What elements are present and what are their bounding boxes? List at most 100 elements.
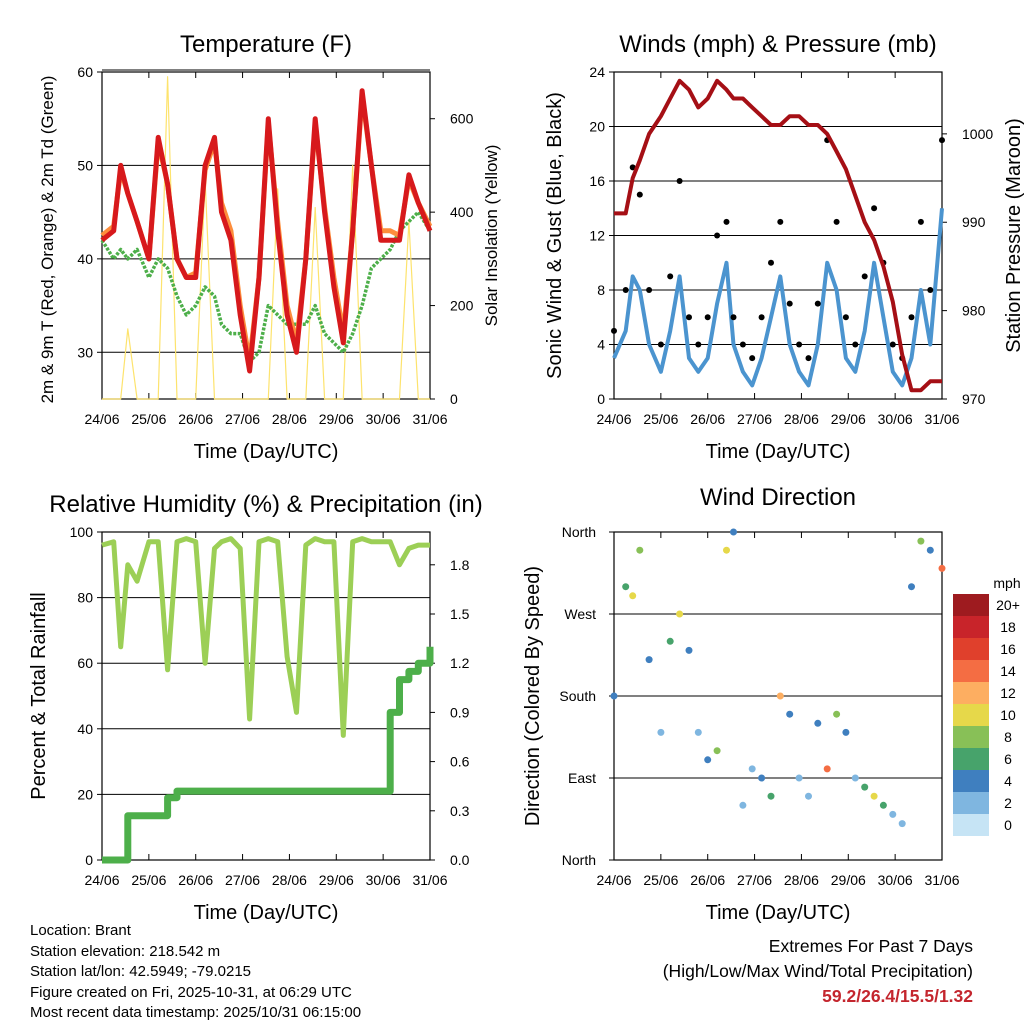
- station-latlon: Station lat/lon: 42.5949; -79.0215: [30, 963, 252, 980]
- temperature-xlabel: Time (Day/UTC): [194, 441, 339, 463]
- extremes-heading: Extremes For Past 7 Days: [768, 936, 973, 956]
- winds-xtick-label: 28/06: [784, 411, 819, 427]
- humidity-ytick-label: 0: [85, 852, 93, 868]
- direction-point: [622, 583, 630, 591]
- direction-point: [879, 801, 887, 809]
- direction-legend-swatch: [953, 726, 989, 748]
- humidity-y2tick-label: 1.2: [450, 655, 470, 671]
- temperature-series-2m-td: [100, 210, 432, 364]
- direction-point: [767, 792, 775, 800]
- direction-point: [833, 710, 841, 718]
- temperature-xtick-label: 27/06: [225, 411, 260, 427]
- winds-ytick-label: 20: [589, 119, 605, 135]
- temperature-y2tick-label: 0: [450, 391, 458, 407]
- winds-gust-point: [622, 287, 629, 293]
- winds-gust-point: [739, 341, 746, 348]
- extremes-values: 59.2/26.4/15.5/1.32: [822, 986, 973, 1006]
- direction-point: [870, 792, 878, 800]
- temperature-title: Temperature (F): [180, 31, 352, 58]
- temperature-y2tick-label: 400: [450, 204, 474, 220]
- direction-legend-swatch: [953, 748, 989, 770]
- humidity-title: Relative Humidity (%) & Precipitation (i…: [49, 491, 482, 518]
- temperature-series-2m-t: [100, 88, 433, 374]
- winds-gust-point: [636, 191, 643, 198]
- direction-legend-swatch: [953, 616, 989, 638]
- direction-ytick-label: East: [568, 770, 596, 786]
- winds-gust-point: [786, 300, 793, 307]
- winds-xtick-label: 25/06: [643, 411, 678, 427]
- humidity-ytick-label: 80: [77, 590, 93, 606]
- winds-series-station-pressure: [614, 78, 942, 393]
- direction-xtick-label: 29/06: [831, 872, 866, 888]
- winds-xtick-label: 30/06: [878, 411, 913, 427]
- direction-point: [610, 692, 618, 700]
- data-timestamp: Most recent data timestamp: 2025/10/31 0…: [30, 1004, 362, 1021]
- winds-gust-point: [730, 314, 737, 321]
- direction-legend-swatch: [953, 770, 989, 792]
- direction-point: [795, 774, 803, 782]
- direction-point: [908, 583, 915, 591]
- temperature-xtick-label: 31/06: [412, 411, 447, 427]
- direction-point: [758, 774, 766, 782]
- winds-y2tick-label: 970: [962, 391, 986, 407]
- temperature-xtick-label: 29/06: [319, 411, 354, 427]
- winds-ytick-label: 16: [589, 173, 605, 189]
- direction-title: Wind Direction: [700, 484, 856, 511]
- temperature-ylabel: 2m & 9m T (Red, Orange) & 2m Td (Green): [38, 76, 57, 404]
- direction-legend-label: 6: [1004, 751, 1012, 767]
- direction-point: [657, 728, 665, 736]
- direction-point: [926, 546, 934, 554]
- direction-point: [776, 692, 784, 700]
- winds-gust-point: [796, 341, 803, 348]
- winds-ytick-label: 24: [589, 64, 605, 80]
- direction-legend-swatch: [953, 660, 989, 682]
- winds-gust-point: [749, 355, 756, 362]
- temperature-xtick-label: 24/06: [84, 411, 119, 427]
- direction-xlabel: Time (Day/UTC): [706, 902, 851, 924]
- winds-gust-point: [861, 273, 868, 280]
- direction-xtick-label: 26/06: [690, 872, 725, 888]
- winds-gust-point: [723, 218, 730, 225]
- station-info: Location: Brant Station elevation: 218.5…: [30, 921, 361, 1024]
- winds-gust-point: [629, 164, 636, 171]
- humidity-plot-frame: [101, 531, 431, 861]
- direction-point: [898, 820, 906, 828]
- winds-ytick-label: 0: [597, 391, 605, 407]
- humidity-ytick-label: 100: [70, 524, 94, 540]
- direction-point: [730, 528, 737, 536]
- direction-legend-label: 0: [1004, 817, 1012, 833]
- temperature-xtick-label: 30/06: [366, 411, 401, 427]
- direction-point: [629, 592, 637, 600]
- direction-point: [645, 656, 653, 664]
- temperature-y2label: Solar Insolation (Yellow): [482, 145, 501, 327]
- direction-legend-label: 20+: [996, 597, 1020, 613]
- direction-legend-label: 14: [1000, 663, 1016, 679]
- winds-gust-point: [908, 314, 915, 321]
- direction-point: [786, 710, 794, 718]
- winds-xtick-label: 29/06: [831, 411, 866, 427]
- direction-ylabel: Direction (Colored By Speed): [522, 566, 544, 826]
- temperature-y2tick-label: 600: [450, 111, 474, 127]
- direction-point: [748, 765, 756, 773]
- winds-xtick-label: 27/06: [737, 411, 772, 427]
- humidity-y2tick-label: 0.6: [450, 754, 470, 770]
- direction-point: [636, 546, 644, 554]
- direction-legend-label: 16: [1000, 641, 1016, 657]
- winds-gust-point: [686, 314, 692, 321]
- humidity-y2tick-label: 1.8: [450, 557, 470, 573]
- humidity-xtick-label: 24/06: [84, 872, 119, 888]
- winds-gust-point: [871, 205, 878, 212]
- direction-point: [861, 783, 869, 791]
- direction-point: [851, 774, 859, 782]
- direction-point: [805, 792, 812, 800]
- humidity-y2tick-label: 0.0: [450, 852, 470, 868]
- winds-gust-point: [704, 314, 711, 321]
- winds-gust-point: [842, 314, 849, 321]
- winds-ylabel: Sonic Wind & Gust (Blue, Black): [544, 92, 566, 379]
- humidity-ytick-label: 20: [77, 786, 93, 802]
- temperature-series-solar-insolation: [102, 76, 430, 400]
- temperature-ytick-label: 40: [77, 251, 93, 267]
- humidity-y2tick-label: 1.5: [450, 606, 470, 622]
- winds-xtick-label: 31/06: [924, 411, 959, 427]
